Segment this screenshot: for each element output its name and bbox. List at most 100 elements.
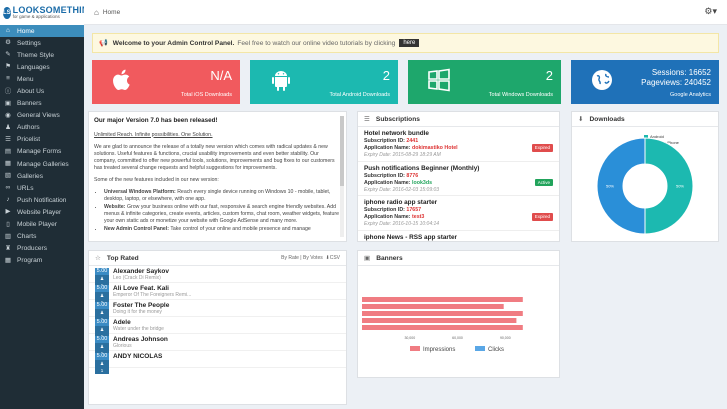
subscription-id-row: Subscription ID: 8776 xyxy=(364,173,553,180)
brand-tagline: for game & applications xyxy=(12,13,60,19)
gear-icon[interactable]: ⚙▾ xyxy=(704,6,717,16)
news-scrollbar[interactable] xyxy=(340,116,344,237)
artist-name: Adele xyxy=(113,319,131,326)
donut-slice-android[interactable] xyxy=(644,137,694,235)
sidebar-item-settings[interactable]: ⚙ Settings xyxy=(0,37,84,49)
tile-android[interactable]: 2 Total Android Downloads xyxy=(250,60,398,104)
application-name: look3ds xyxy=(412,179,433,186)
brand-logo[interactable]: LS LOOKSOMETHING for game & applications xyxy=(0,0,96,25)
sidebar-item-home[interactable]: ⌂ Home xyxy=(0,25,84,38)
sidebar-item-banners[interactable]: ▣ Banners xyxy=(0,98,84,110)
sidebar-item-general-views[interactable]: ◉ General Views xyxy=(0,110,84,122)
feature-key: Universal Windows Platform: xyxy=(104,188,176,195)
image-icon: ▣ xyxy=(4,99,12,107)
application-label: Application Name: xyxy=(364,145,411,152)
welcome-banner: 📢 Welcome to your Admin Control Panel. F… xyxy=(92,33,719,53)
application-row: Application Name: test3 xyxy=(364,214,553,221)
sidebar-item-producers[interactable]: ♜ Producers xyxy=(0,243,84,255)
sort-options[interactable]: By Rate | By Votes ⬇CSV xyxy=(281,255,340,261)
sidebar-item-galleries[interactable]: ▧ Galleries xyxy=(0,170,84,182)
ios-downloads-label: Total iOS Downloads xyxy=(180,92,232,98)
sidebar-item-authors[interactable]: ♟ Authors xyxy=(0,122,84,134)
sidebar-item-label: Home xyxy=(17,27,35,35)
subscription-name: iphone radio app starter xyxy=(364,199,438,207)
apple-icon xyxy=(113,69,130,90)
sidebar-item-urls[interactable]: ∞ URLs xyxy=(0,182,84,194)
rated-item[interactable]: 5.00♟ 1AdeleWater under the bridge xyxy=(89,317,346,340)
score-badge: 5.00♟ 1 xyxy=(95,353,109,374)
csv-export-button[interactable]: CSV xyxy=(329,255,340,261)
chart-icon: ▥ xyxy=(4,232,12,240)
feature-key: New Admin Control Panel: xyxy=(104,225,169,232)
subscription-id-label: Subscription ID: xyxy=(364,138,405,145)
android-icon xyxy=(272,71,290,91)
sidebar-item-push-notification[interactable]: ♪ Push Notification xyxy=(0,194,84,206)
sidebar-item-website-player[interactable]: ▶ Website Player xyxy=(0,206,84,218)
artist-name: Alexander Saykov xyxy=(113,268,170,275)
sidebar-item-languages[interactable]: ⚑ Languages xyxy=(0,61,84,73)
bar-impressions[interactable] xyxy=(362,318,517,323)
bar-impressions[interactable] xyxy=(362,304,504,309)
pageviews-value: Pageviews: 240452 xyxy=(641,77,711,87)
sidebar-item-label: Theme Style xyxy=(17,51,55,59)
breadcrumb[interactable]: Home xyxy=(102,8,121,16)
sidebar-item-about-us[interactable]: ⓘ About Us xyxy=(0,85,84,97)
csv-export-icon[interactable]: ⬇ xyxy=(325,255,330,261)
user-icon: ♟ xyxy=(95,343,109,350)
subscription-item[interactable]: iphone radio app starter Subscription ID:… xyxy=(358,196,559,231)
tile-windows[interactable]: 2 Total Windows Downloads xyxy=(408,60,561,104)
status-badge: Expired xyxy=(531,144,553,152)
bar-impressions[interactable] xyxy=(362,311,523,316)
news-feature: Website: Grow your business online with … xyxy=(104,204,341,225)
bar-impressions[interactable] xyxy=(362,325,523,330)
subscription-item[interactable]: iphone News - RSS app starter xyxy=(358,231,559,241)
x-tick-label: 90,000 xyxy=(500,336,511,340)
legend-label: Clicks xyxy=(488,347,504,353)
subscription-id: 8776 xyxy=(406,172,419,179)
legend-swatch xyxy=(410,346,420,351)
sidebar-item-mobile-player[interactable]: ▯ Mobile Player xyxy=(0,219,84,231)
sidebar-item-menu[interactable]: ≡ Menu xyxy=(0,73,84,85)
sidebar-item-pricelist[interactable]: ☰ Pricelist xyxy=(0,134,84,146)
x-tick-label: 30,000 xyxy=(404,336,415,340)
user-icon: ♟ xyxy=(95,360,109,367)
sidebar-item-program[interactable]: ▦ Program xyxy=(0,255,84,267)
tutorial-button[interactable]: here xyxy=(399,39,420,47)
sidebar-item-theme-style[interactable]: ✎ Theme Style xyxy=(0,49,84,61)
score-value: 5.00 xyxy=(96,285,108,291)
subscription-id-label: Subscription ID: xyxy=(364,207,405,214)
banners-title: Banners xyxy=(376,254,403,262)
welcome-title: Welcome to your Admin Control Panel. xyxy=(112,39,235,47)
donut-slice-windows-phone[interactable] xyxy=(596,137,646,235)
sidebar-item-label: URLs xyxy=(17,184,34,192)
donut-data-label: 50% xyxy=(676,184,684,189)
news-tagline: Unlimited Reach. Infinite possibilities.… xyxy=(94,131,213,138)
scroll-thumb[interactable] xyxy=(340,116,344,186)
score-value: 5.00 xyxy=(96,319,108,325)
sidebar-item-label: About Us xyxy=(17,88,45,96)
home-icon[interactable]: ⌂ xyxy=(94,7,99,17)
subscription-item[interactable]: Push notifications Beginner (Monthly) Sub… xyxy=(358,162,559,197)
sidebar-item-label: Banners xyxy=(17,100,42,108)
sidebar-item-manage-galleries[interactable]: ▦ Manage Galleries xyxy=(0,158,84,170)
sidebar-item-charts[interactable]: ▥ Charts xyxy=(0,231,84,243)
rated-item[interactable]: 5.00 ♟ 1 ANDY NICOLAS xyxy=(89,351,346,374)
top-rated-title: Top Rated xyxy=(106,254,139,262)
subscription-item[interactable]: Hotel network bundle Subscription ID: 244… xyxy=(358,127,559,162)
news-paragraph: We are glad to announce the release of a… xyxy=(94,143,335,171)
tile-analytics[interactable]: Sessions: 16652 Pageviews: 240452 Google… xyxy=(571,60,719,104)
expiry-date: Expiry Date: 2016-02-03 15:09:03 xyxy=(364,186,440,193)
legend-android: Android xyxy=(644,134,679,140)
sort-by-rate-votes[interactable]: By Rate | By Votes xyxy=(281,255,323,261)
sidebar-item-manage-forms[interactable]: ▤ Manage Forms xyxy=(0,146,84,158)
sidebar-nav: ⌂ Home ⚙ Settings ✎ Theme Style ⚑ Languages ≡ Men… xyxy=(0,25,84,267)
banners-header: ▣ Banners xyxy=(358,251,559,266)
tile-ios[interactable]: N/A Total iOS Downloads xyxy=(92,60,240,104)
bar-impressions[interactable] xyxy=(362,297,523,302)
legend-label: Impressions xyxy=(423,347,455,353)
